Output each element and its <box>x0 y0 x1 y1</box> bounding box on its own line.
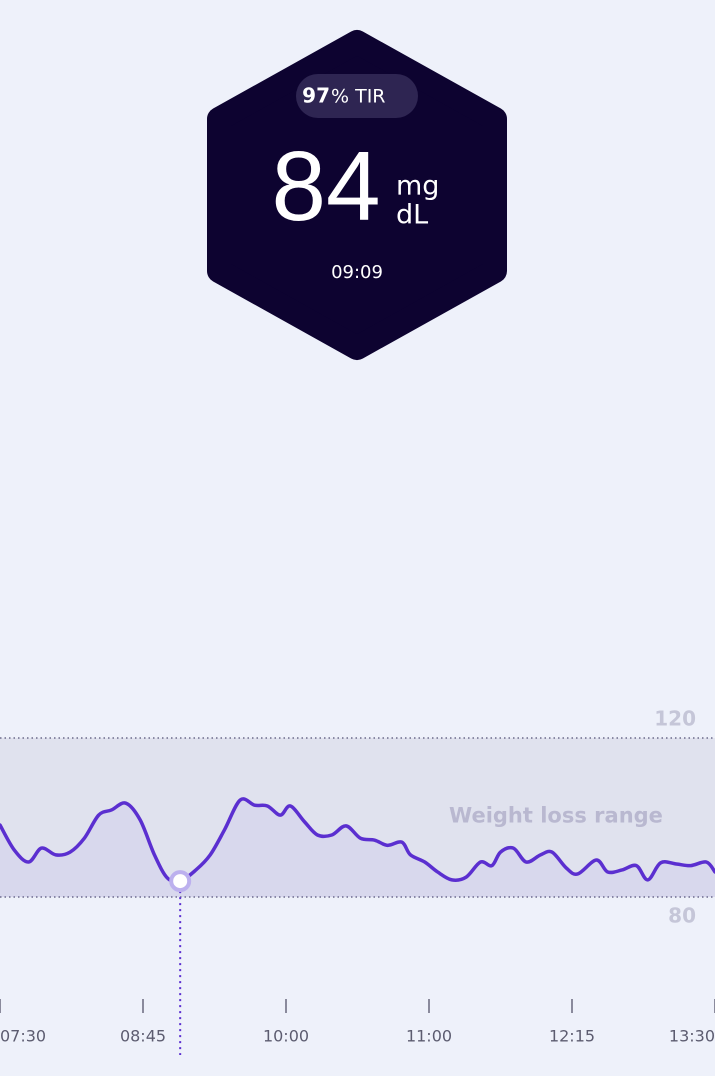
unit-top: mg <box>396 171 439 202</box>
tir-label: % TIR <box>331 86 386 108</box>
x-tick-label: 12:15 <box>549 1027 595 1046</box>
glucose-badge <box>207 30 507 360</box>
x-tick-label: 07:30 <box>0 1027 46 1046</box>
unit-bottom: dL <box>396 200 428 231</box>
range-label: Weight loss range <box>449 804 663 828</box>
reading-time: 09:09 <box>331 262 383 283</box>
tir-value: 97 <box>302 84 330 108</box>
tir-pill <box>296 74 418 118</box>
glucose-value: 84 <box>271 131 380 241</box>
x-tick-label: 10:00 <box>263 1027 309 1046</box>
selected-point <box>169 870 192 893</box>
x-tick-label: 11:00 <box>406 1027 452 1046</box>
chart: Weight loss range 80 120 07:30 08:45 10:00 11:… <box>0 707 715 1055</box>
range-band <box>0 738 715 897</box>
y-tick-label: 80 <box>668 904 696 928</box>
line <box>0 797 715 884</box>
x-tick-label: 08:45 <box>120 1027 166 1046</box>
x-tick-label: 13:30 <box>669 1027 715 1046</box>
line-area <box>0 798 715 897</box>
y-tick-label: 120 <box>654 707 696 731</box>
